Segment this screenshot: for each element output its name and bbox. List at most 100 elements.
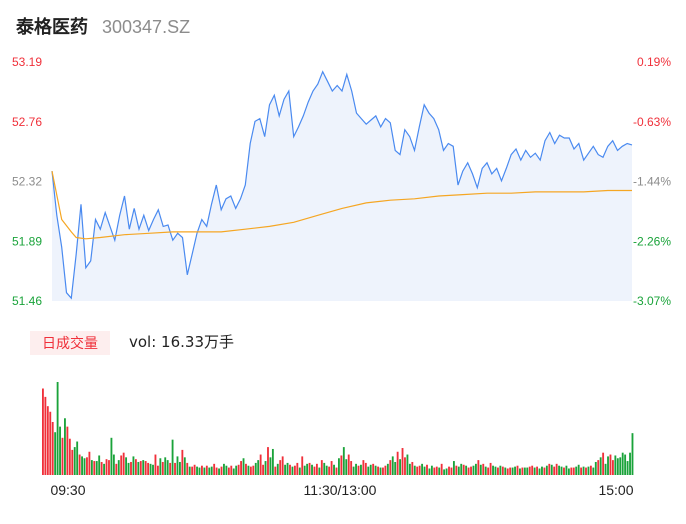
volume-bar bbox=[137, 461, 140, 475]
volume-bar bbox=[352, 466, 355, 475]
volume-bar bbox=[501, 466, 504, 475]
time-tick-label: 11:30/13:00 bbox=[304, 482, 377, 498]
volume-bar bbox=[203, 467, 206, 475]
volume-bar bbox=[572, 467, 575, 475]
volume-bar bbox=[533, 467, 536, 475]
volume-bar bbox=[181, 449, 184, 475]
volume-bar bbox=[577, 464, 580, 475]
volume-bar bbox=[301, 456, 304, 475]
volume-bar bbox=[73, 447, 76, 475]
volume-bar bbox=[249, 466, 252, 475]
volume-bar bbox=[555, 463, 558, 475]
volume-bar bbox=[318, 467, 321, 475]
volume-bar bbox=[452, 461, 455, 475]
volume-bar bbox=[421, 463, 424, 475]
volume-bar bbox=[68, 438, 71, 475]
volume-bar bbox=[161, 461, 164, 475]
volume-bar bbox=[567, 468, 570, 475]
volume-bar bbox=[487, 467, 490, 475]
volume-bar bbox=[262, 464, 265, 475]
volume-bar bbox=[254, 462, 257, 475]
volume-bar bbox=[619, 457, 622, 475]
volume-bar bbox=[408, 463, 411, 475]
volume-bar bbox=[455, 465, 458, 475]
volume-bar bbox=[523, 467, 526, 475]
volume-bar bbox=[394, 461, 397, 475]
volume-bar bbox=[218, 468, 220, 475]
volume-bar bbox=[66, 426, 69, 475]
volume-bar bbox=[362, 460, 365, 475]
volume-bar bbox=[474, 463, 477, 475]
pct-tick-label: -0.63% bbox=[633, 115, 671, 129]
volume-bar bbox=[110, 437, 113, 475]
volume-bar bbox=[289, 464, 291, 475]
volume-bar bbox=[166, 460, 169, 475]
volume-bar bbox=[396, 451, 399, 475]
volume-bar bbox=[147, 462, 150, 475]
volume-bar bbox=[264, 461, 267, 475]
volume-bar bbox=[565, 465, 568, 475]
volume-bar bbox=[230, 465, 233, 475]
volume-bar bbox=[526, 467, 529, 475]
volume-bar bbox=[589, 465, 592, 475]
volume-bar bbox=[430, 465, 433, 475]
volume-bar bbox=[494, 466, 497, 475]
volume-bar bbox=[465, 465, 468, 475]
volume-bar bbox=[178, 461, 181, 475]
volume-bar bbox=[445, 468, 448, 475]
price-line bbox=[51, 70, 633, 300]
pct-tick-label: -3.07% bbox=[633, 294, 671, 308]
volume-bar bbox=[242, 458, 245, 475]
volume-bar bbox=[296, 462, 299, 475]
volume-bar bbox=[333, 464, 335, 475]
volume-bar bbox=[169, 462, 172, 475]
volume-bar bbox=[629, 452, 631, 475]
volume-bar bbox=[433, 467, 436, 475]
volume-bar bbox=[213, 463, 216, 475]
time-tick-label: 15:00 bbox=[598, 482, 633, 498]
volume-bar bbox=[330, 461, 333, 475]
volume-bar bbox=[401, 448, 404, 475]
volume-bar bbox=[357, 465, 360, 475]
volume-bar bbox=[191, 466, 194, 475]
volume-bar bbox=[186, 462, 189, 475]
volume-bar bbox=[46, 406, 49, 475]
volume-bar bbox=[364, 462, 367, 475]
volume-bar bbox=[335, 467, 338, 475]
volume-bar bbox=[196, 466, 198, 475]
volume-bar bbox=[247, 465, 250, 475]
volume-bar bbox=[286, 462, 289, 475]
volume-bar bbox=[240, 461, 242, 475]
volume-bar bbox=[122, 452, 125, 475]
volume-bar bbox=[616, 458, 619, 475]
volume-bar bbox=[382, 467, 384, 475]
volume-bar bbox=[298, 467, 301, 475]
volume-bar bbox=[171, 439, 174, 475]
volume-bar bbox=[245, 463, 247, 475]
volume-readout: vol: 16.33万手 bbox=[129, 333, 234, 351]
volume-bar bbox=[144, 461, 147, 475]
volume-bar bbox=[545, 465, 548, 475]
volume-bar bbox=[369, 464, 372, 475]
volume-bar bbox=[237, 464, 240, 475]
volume-bar bbox=[198, 467, 201, 475]
volume-bar bbox=[130, 461, 132, 475]
volume-bar bbox=[391, 456, 394, 475]
volume-bar bbox=[484, 466, 487, 475]
volume-bar bbox=[269, 457, 272, 475]
volume-bar bbox=[132, 456, 135, 475]
volume-bar bbox=[90, 460, 93, 475]
volume-bar bbox=[384, 465, 387, 475]
volume-bar bbox=[386, 463, 389, 475]
volume-bar bbox=[374, 465, 377, 475]
volume-bar bbox=[609, 454, 612, 475]
volume-bar bbox=[426, 464, 428, 475]
volume-bar bbox=[252, 465, 255, 475]
volume-bar bbox=[585, 467, 587, 475]
volume-bar bbox=[404, 457, 406, 475]
volume-bar bbox=[227, 467, 230, 475]
pct-tick-label: -1.44% bbox=[633, 175, 671, 189]
price-axis-left: 53.19 52.76 52.32 51.89 51.46 bbox=[12, 55, 42, 308]
volume-bar bbox=[597, 460, 600, 475]
price-tick-label: 53.19 bbox=[12, 55, 42, 69]
